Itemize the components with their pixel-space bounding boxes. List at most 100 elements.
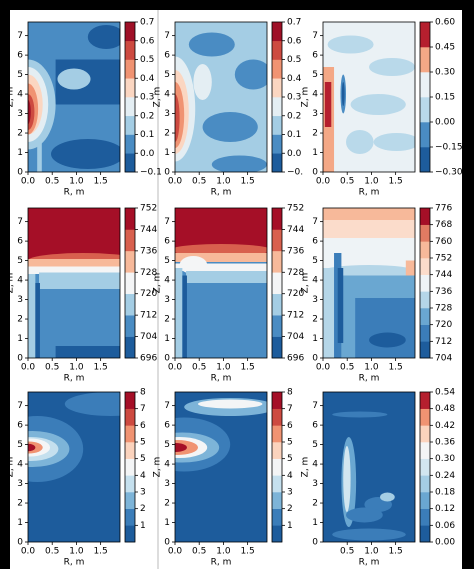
colorbar-tick-label: 0.30 bbox=[435, 454, 455, 464]
colorbar-level bbox=[420, 425, 430, 443]
colorbar-tick-label: 0.1 bbox=[287, 130, 301, 140]
colorbar-level bbox=[125, 78, 135, 98]
y-tick-label: 7 bbox=[312, 217, 318, 227]
colorbar-level bbox=[125, 134, 135, 154]
colorbar-tick-label: 0.4 bbox=[140, 74, 155, 84]
colorbar-tick-label: 0.06 bbox=[435, 521, 455, 531]
x-tick-label: 1.5 bbox=[388, 363, 402, 373]
colorbar-level bbox=[420, 72, 430, 98]
colorbar-level bbox=[420, 22, 430, 48]
contour-region bbox=[188, 32, 235, 57]
colorbar-level bbox=[272, 208, 282, 230]
contour-region bbox=[341, 82, 345, 106]
y-tick-label: 6 bbox=[17, 237, 23, 247]
contour-region bbox=[175, 94, 180, 142]
contour-field bbox=[323, 392, 415, 542]
x-tick-label: 1.5 bbox=[93, 177, 107, 187]
y-tick-label: 1 bbox=[312, 148, 318, 158]
y-tick-label: 4 bbox=[312, 276, 318, 286]
contour-region bbox=[198, 399, 263, 409]
colorbar-level bbox=[420, 258, 430, 275]
y-tick-label: 4 bbox=[17, 276, 23, 286]
y-axis-label: Z, m bbox=[6, 457, 16, 478]
y-tick-label: 3 bbox=[312, 295, 318, 305]
y-tick-label: 5 bbox=[312, 440, 318, 450]
colorbar-tick-label: −0.15 bbox=[435, 143, 463, 153]
contour-region bbox=[369, 332, 406, 348]
colorbar-tick-label: 0.3 bbox=[287, 93, 301, 103]
colorbar-level bbox=[420, 341, 430, 359]
colorbar-level bbox=[125, 59, 135, 79]
colorbar-level bbox=[125, 97, 135, 117]
y-tick-label: 2 bbox=[164, 315, 170, 325]
colorbar-frame bbox=[271, 391, 283, 543]
contour-region bbox=[51, 139, 120, 169]
colorbar-tick-label: 5 bbox=[140, 454, 146, 464]
colorbar-tick-label: 4 bbox=[140, 471, 146, 481]
x-tick-label: 1.5 bbox=[93, 363, 107, 373]
colorbar-tick-label: 0.6 bbox=[287, 36, 302, 46]
x-tick-label: 0.5 bbox=[340, 177, 354, 187]
contour-region bbox=[211, 155, 267, 172]
y-tick-label: 6 bbox=[164, 51, 170, 61]
y-tick-label: 5 bbox=[164, 256, 170, 266]
y-tick-label: 3 bbox=[164, 479, 170, 489]
x-tick-label: 1.5 bbox=[93, 547, 107, 557]
x-tick-label: 0.5 bbox=[192, 363, 206, 373]
colorbar-level bbox=[125, 315, 135, 337]
colorbar-tick-label: 0.1 bbox=[140, 130, 154, 140]
contour-region bbox=[55, 346, 120, 358]
colorbar-tick-label: 0.45 bbox=[435, 43, 455, 53]
contour-region bbox=[323, 208, 415, 220]
y-tick-label: 4 bbox=[164, 276, 170, 286]
colorbar-tick-label: 0.5 bbox=[287, 55, 301, 65]
colorbar-level bbox=[272, 525, 282, 543]
colorbar-tick-label: 712 bbox=[435, 337, 452, 347]
contour-field bbox=[175, 22, 267, 172]
colorbar-level bbox=[272, 336, 282, 359]
y-axis-label: Z, m bbox=[153, 273, 163, 294]
colorbar-level bbox=[272, 153, 282, 173]
colorbar-level bbox=[420, 324, 430, 342]
colorbar-tick-label: 0.42 bbox=[435, 421, 455, 431]
y-tick-label: 2 bbox=[17, 129, 23, 139]
colorbar-tick-label: 704 bbox=[140, 332, 157, 342]
colorbar-tick-label: 704 bbox=[435, 354, 452, 364]
colorbar-tick-label: 0.4 bbox=[287, 74, 302, 84]
y-tick-label: 7 bbox=[17, 217, 23, 227]
colorbar-level bbox=[272, 22, 282, 42]
x-tick-label: 1.5 bbox=[388, 547, 402, 557]
contour-region bbox=[35, 283, 40, 358]
colorbar-level bbox=[420, 241, 430, 259]
contour-region bbox=[175, 263, 267, 271]
x-tick-label: 0.5 bbox=[340, 547, 354, 557]
y-tick-label: 5 bbox=[17, 70, 23, 80]
x-axis-label: R, m bbox=[359, 188, 380, 198]
colorbar-level bbox=[125, 250, 135, 273]
colorbar-level bbox=[125, 272, 135, 295]
colorbar-level bbox=[125, 392, 135, 409]
contour-region bbox=[373, 133, 415, 151]
contour-region bbox=[380, 492, 395, 502]
y-tick-label: 6 bbox=[312, 237, 318, 247]
colorbar-level bbox=[420, 147, 430, 173]
colorbar-tick-label: 6 bbox=[287, 421, 293, 431]
contour-region bbox=[202, 112, 258, 142]
contour-field bbox=[28, 392, 120, 542]
colorbar-tick-label: 7 bbox=[140, 404, 146, 414]
colorbar-tick-label: 696 bbox=[140, 354, 157, 364]
colorbar-tick-label: 0.6 bbox=[140, 36, 155, 46]
colorbar-frame bbox=[124, 207, 136, 359]
colorbar-level bbox=[420, 525, 430, 543]
colorbar-tick-label: 744 bbox=[435, 270, 452, 280]
y-tick-label: 0 bbox=[17, 354, 23, 364]
colorbar-tick-label: 768 bbox=[435, 220, 452, 230]
colorbar-tick-label: 0.36 bbox=[435, 438, 455, 448]
colorbar-tick-label: 2 bbox=[140, 504, 146, 514]
colorbar-tick-label: 0.30 bbox=[435, 68, 455, 78]
colorbar-tick-label: 720 bbox=[287, 289, 304, 299]
y-axis-label: Z, m bbox=[301, 457, 311, 478]
colorbar-level bbox=[125, 458, 135, 476]
colorbar-level bbox=[272, 272, 282, 295]
